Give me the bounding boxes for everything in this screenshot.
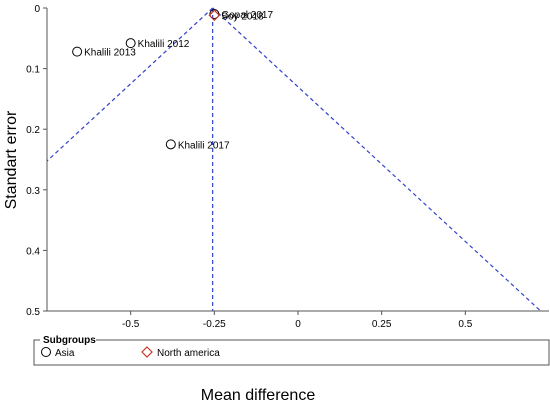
legend: Subgroups Asia North america (33, 334, 550, 366)
data-point-circle (125, 38, 136, 49)
legend-diamond-icon (141, 346, 153, 358)
data-point-circle (72, 46, 83, 57)
legend-label-asia: Asia (55, 348, 75, 359)
y-tick-label: 0.1 (26, 65, 40, 76)
y-tick-label: 0 (34, 4, 40, 15)
x-axis-title: Mean difference (201, 387, 316, 404)
data-point-label: Soy 2018 (221, 11, 264, 22)
legend-title: Subgroups (43, 335, 96, 346)
legend-box (33, 339, 550, 366)
funnel-right-limit (212, 7, 542, 312)
x-tick-label: -0.5 (122, 319, 140, 330)
data-point-circle (165, 139, 176, 150)
funnel-left-limit (46, 7, 214, 162)
legend-label-north-america: North america (157, 348, 220, 359)
legend-circle-icon (41, 347, 51, 357)
data-point-label: Gopal 2017 (221, 10, 273, 21)
legend-title-bg (40, 334, 96, 344)
x-tick-label: 0.25 (372, 319, 392, 330)
y-tick-label: 0.5 (26, 307, 40, 318)
x-tick-label: 0 (295, 319, 301, 330)
data-point-diamond (208, 9, 221, 22)
x-tick-label: 0.5 (458, 319, 472, 330)
x-tick-label: -0.25 (203, 319, 226, 330)
data-point-label: Khalili 2012 (138, 39, 190, 50)
plot-area: 0 0.1 0.2 0.3 0.4 0.5 -0.5 -0.25 0 0.25 0.5 Khalili… (26, 4, 549, 330)
y-tick-label: 0.4 (26, 246, 40, 257)
y-tick-label: 0.3 (26, 186, 40, 197)
y-axis-title: Standart error (3, 110, 20, 209)
data-point-label: Khalili 2017 (178, 140, 230, 151)
data-point-label: Khalili 2013 (84, 48, 136, 59)
y-tick-label: 0.2 (26, 125, 40, 136)
